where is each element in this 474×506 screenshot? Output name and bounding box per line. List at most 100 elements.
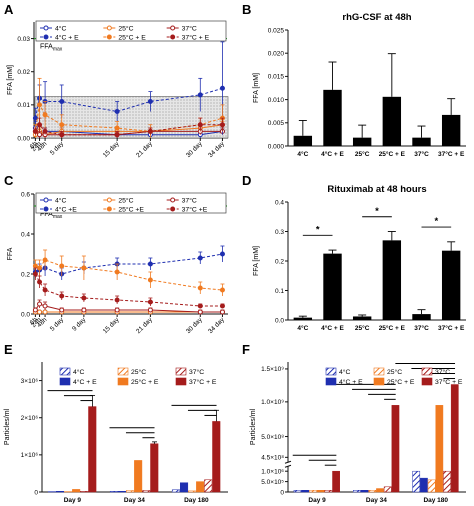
bar xyxy=(212,421,221,493)
legend-swatch xyxy=(117,377,129,386)
bar xyxy=(353,490,361,493)
bar xyxy=(332,470,340,493)
y-tick-label: 3×10⁶ xyxy=(21,378,39,385)
legend: 4°C 25°C 37°C 4°C + E 25°C + E 37°C + E xyxy=(325,367,463,386)
y-tick-label: 0.1 xyxy=(275,288,284,295)
bar xyxy=(376,488,384,493)
series-line xyxy=(34,273,223,307)
y-tick-label: 5.0×10⁵ xyxy=(261,479,284,486)
x-tick-label: 25°C + E xyxy=(379,324,406,332)
legend-item-label: 37°C +E xyxy=(182,205,208,213)
x-tick-label: 9 day xyxy=(71,316,88,333)
data-point xyxy=(197,92,203,98)
y-axis-label: FFA [mM] xyxy=(7,65,14,95)
legend-item-label: 4°C xyxy=(55,24,66,32)
panel-label-c: C xyxy=(4,173,14,188)
data-point xyxy=(37,132,43,138)
x-tick-label: 21 day xyxy=(135,316,154,335)
legend-item-label: 25°C +E xyxy=(118,205,144,213)
bar xyxy=(293,490,302,493)
x-tick-label: Day 34 xyxy=(124,497,145,504)
data-point xyxy=(37,301,43,307)
legend-item-label: 37°C xyxy=(435,368,450,376)
data-point xyxy=(114,125,120,131)
data-point xyxy=(81,295,87,301)
data-point xyxy=(219,85,225,91)
data-point xyxy=(197,285,203,291)
bar xyxy=(324,490,333,493)
x-tick-label: 6h xyxy=(29,140,39,150)
legend-swatch xyxy=(421,367,433,376)
data-point xyxy=(197,122,203,128)
y-tick-label: 0.2 xyxy=(21,271,30,278)
series-line xyxy=(35,259,223,291)
x-tick-label: Day 180 xyxy=(423,497,448,504)
bar xyxy=(309,490,317,493)
x-tick-label: 34 day xyxy=(207,316,226,335)
data-point xyxy=(59,99,65,105)
y-tick-label: 0.00 xyxy=(17,135,30,142)
y-tick-label: 0.0 xyxy=(21,311,30,318)
data-point xyxy=(219,122,225,128)
legend: 4°C 25°C 37°C 4°C + E 25°C + E 37°C + E xyxy=(59,367,217,386)
data-point xyxy=(114,297,120,303)
legend-swatch xyxy=(373,377,385,386)
bar xyxy=(441,114,461,146)
legend-swatch-marker xyxy=(170,25,176,31)
panel-label-a: A xyxy=(4,2,14,17)
legend-item-label: 4°C xyxy=(55,196,66,204)
data-point xyxy=(219,251,225,257)
bar xyxy=(293,135,313,146)
data-point xyxy=(219,303,225,309)
data-point xyxy=(37,309,43,315)
data-point xyxy=(42,128,48,134)
legend-swatch xyxy=(117,367,129,376)
x-tick-label: 37°C + E xyxy=(438,324,465,332)
data-point xyxy=(219,287,225,293)
chart-title: Rituximab at 48 hours xyxy=(327,184,426,195)
data-point xyxy=(197,303,203,309)
y-tick-label: 5.0×10⁸ xyxy=(261,434,284,441)
x-tick-label: 30 day xyxy=(185,140,204,159)
bar xyxy=(435,405,444,493)
panel-e-chart: 0 1×10⁶ 2×10⁶ 3×10⁶ Particles/ml Day 9 Day 34 D… xyxy=(4,362,228,504)
legend-item-label: 4°C + E xyxy=(55,33,79,41)
legend-item-label: 25°C + E xyxy=(387,378,415,386)
bar xyxy=(134,460,143,493)
bar xyxy=(142,490,151,493)
x-tick-label: 25°C + E xyxy=(379,150,406,158)
data-point xyxy=(147,277,153,283)
y-axis-label: Particles/ml xyxy=(250,408,257,445)
ffa-max-subscript: max xyxy=(53,214,63,220)
legend-swatch-marker xyxy=(106,197,112,203)
y-tick-label: 1×10⁶ xyxy=(21,452,39,459)
bar xyxy=(391,405,400,493)
legend-swatch xyxy=(421,377,433,386)
bar xyxy=(88,406,97,493)
legend-box xyxy=(35,20,227,42)
legend-swatch-marker xyxy=(170,206,176,212)
legend-item-label: 25°C xyxy=(118,196,133,204)
series-line xyxy=(34,123,223,136)
y-tick-label: 1.0×10⁶ xyxy=(261,469,284,476)
bar xyxy=(80,491,89,493)
bar xyxy=(204,479,213,493)
y-tick-label: 0.4 xyxy=(21,231,30,238)
data-point xyxy=(32,271,38,277)
bar xyxy=(412,137,431,146)
bar xyxy=(382,240,402,320)
y-axis-label: FFA [mM] xyxy=(253,73,260,103)
data-point xyxy=(114,108,120,114)
data-point xyxy=(114,132,120,138)
bar xyxy=(171,489,181,493)
bar xyxy=(443,470,451,493)
legend-swatch-marker xyxy=(106,206,112,212)
axis-break xyxy=(285,462,291,467)
x-tick-label: 30 day xyxy=(185,316,204,335)
panel-label-d: D xyxy=(242,173,251,188)
legend-item-label: 4°C + E xyxy=(73,378,97,386)
data-point xyxy=(42,303,48,309)
bar xyxy=(382,96,402,146)
